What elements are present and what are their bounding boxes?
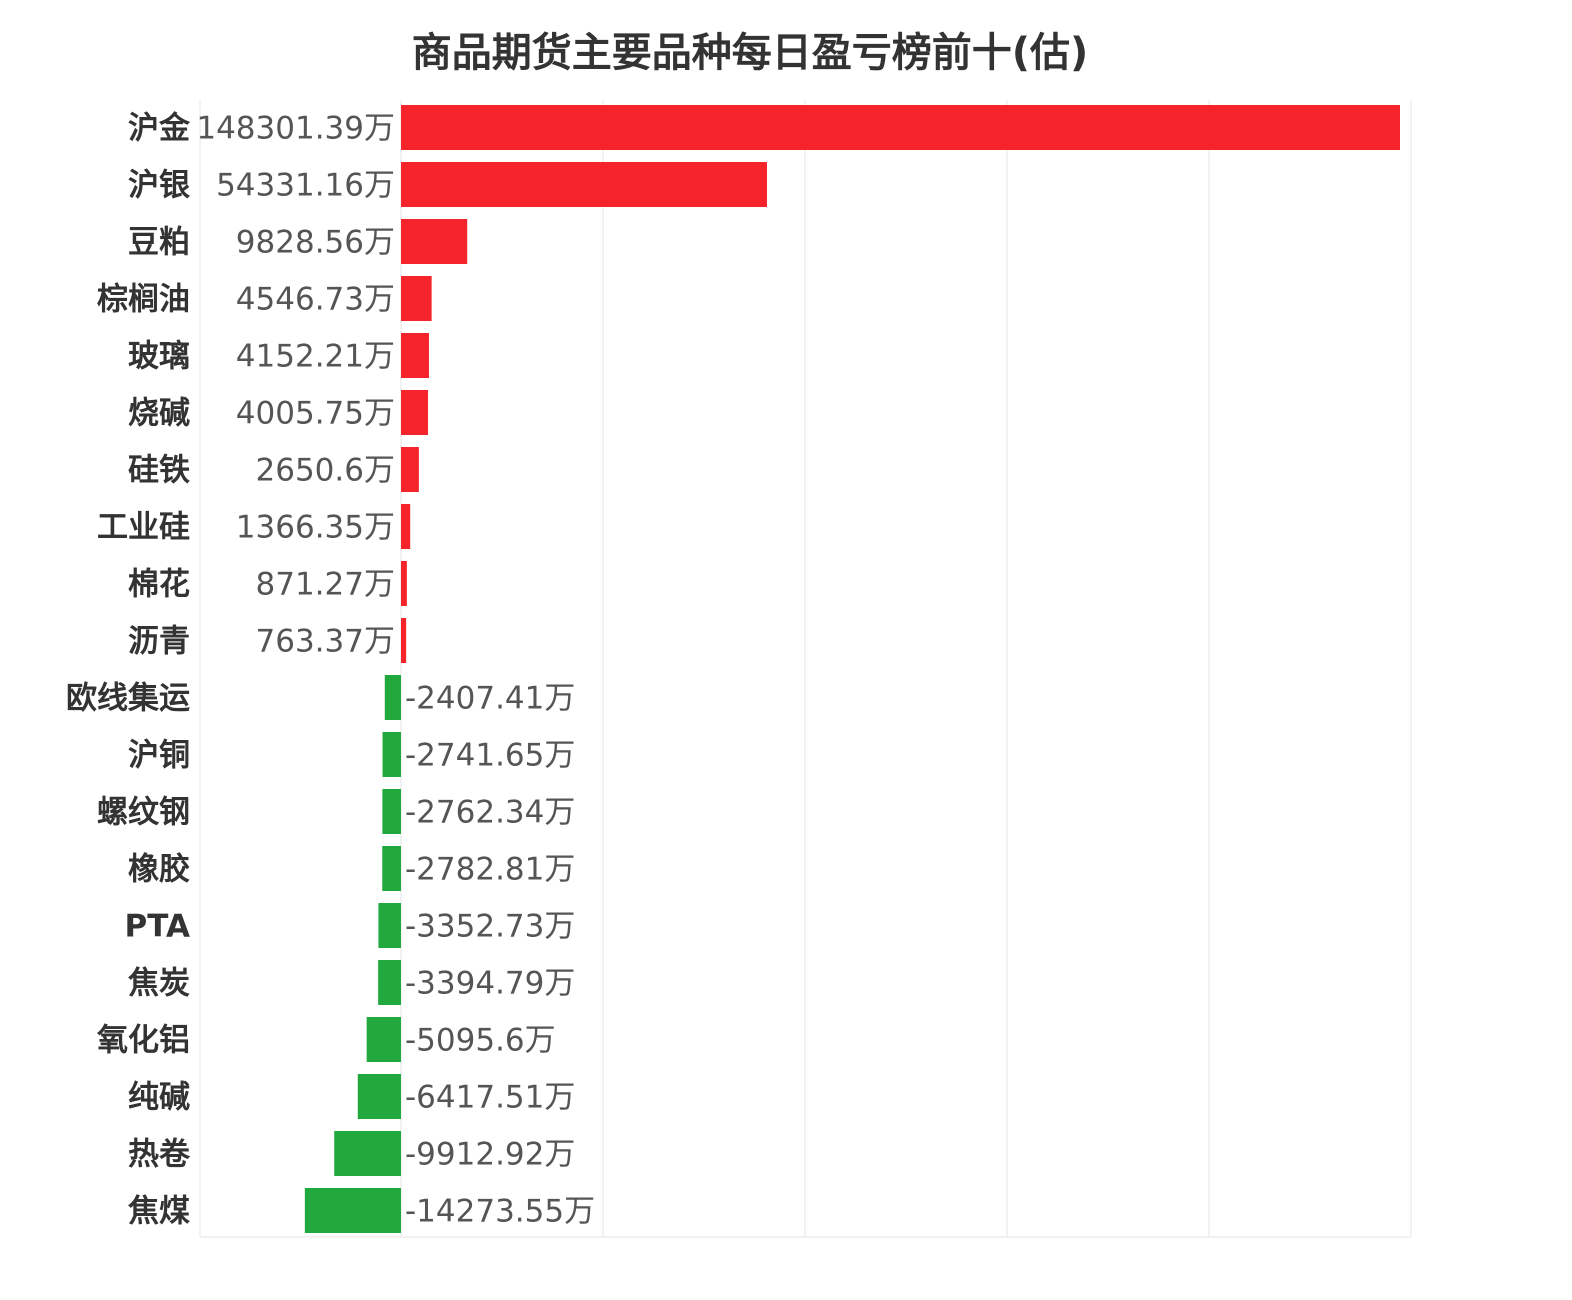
bar-15 bbox=[378, 960, 401, 1005]
category-label: 沪金 bbox=[128, 111, 191, 147]
bar-0 bbox=[401, 105, 1400, 150]
value-label: 1366.35万 bbox=[236, 510, 395, 546]
category-label: PTA bbox=[125, 909, 190, 945]
bar-13 bbox=[382, 846, 401, 891]
value-label: -9912.92万 bbox=[405, 1137, 575, 1173]
bar-14 bbox=[378, 903, 401, 948]
category-label: 螺纹钢 bbox=[97, 795, 190, 831]
category-label: 纯碱 bbox=[128, 1080, 190, 1116]
category-label: 焦煤 bbox=[128, 1194, 190, 1230]
value-label: -2407.41万 bbox=[405, 681, 575, 717]
bar-8 bbox=[401, 561, 407, 606]
value-label: -2741.65万 bbox=[405, 738, 575, 774]
category-label: 烧碱 bbox=[128, 396, 190, 432]
category-label: 橡胶 bbox=[128, 852, 190, 888]
category-label: 沥青 bbox=[128, 624, 190, 660]
bars bbox=[304, 105, 1400, 1233]
value-label: 148301.39万 bbox=[196, 111, 395, 147]
value-label: 4546.73万 bbox=[236, 282, 395, 318]
category-label: 热卷 bbox=[128, 1137, 191, 1173]
value-label: -3394.79万 bbox=[405, 966, 575, 1002]
bar-11 bbox=[382, 732, 401, 777]
category-label: 棕榈油 bbox=[97, 282, 190, 318]
value-label: -2782.81万 bbox=[405, 852, 575, 888]
bar-5 bbox=[401, 390, 428, 435]
bar-17 bbox=[357, 1074, 401, 1119]
value-label: 54331.16万 bbox=[216, 168, 395, 204]
value-label: -14273.55万 bbox=[405, 1194, 595, 1230]
bar-18 bbox=[334, 1131, 401, 1176]
bar-1 bbox=[401, 162, 767, 207]
value-label: -5095.6万 bbox=[405, 1023, 556, 1059]
category-label: 氧化铝 bbox=[97, 1023, 190, 1059]
value-label: -3352.73万 bbox=[405, 909, 575, 945]
bar-3 bbox=[401, 276, 432, 321]
value-label: 763.37万 bbox=[256, 624, 395, 660]
value-label: -2762.34万 bbox=[405, 795, 575, 831]
category-label: 沪铜 bbox=[128, 738, 190, 774]
bar-6 bbox=[401, 447, 419, 492]
grid-lines bbox=[199, 100, 1412, 1238]
value-label: -6417.51万 bbox=[405, 1080, 575, 1116]
category-label: 豆粕 bbox=[128, 225, 190, 261]
bar-16 bbox=[366, 1017, 401, 1062]
value-label: 4152.21万 bbox=[236, 339, 395, 375]
value-label: 4005.75万 bbox=[236, 396, 395, 432]
bar-9 bbox=[401, 618, 407, 663]
bar-19 bbox=[304, 1188, 401, 1233]
value-label: 871.27万 bbox=[256, 567, 395, 603]
category-label: 沪银 bbox=[128, 168, 190, 204]
bar-4 bbox=[401, 333, 429, 378]
chart-title: 商品期货主要品种每日盈亏榜前十(估) bbox=[411, 30, 1089, 76]
category-label: 焦炭 bbox=[128, 966, 190, 1002]
bar-2 bbox=[401, 219, 468, 264]
value-label: 2650.6万 bbox=[256, 453, 395, 489]
category-label: 工业硅 bbox=[97, 510, 190, 546]
value-label: 9828.56万 bbox=[236, 225, 395, 261]
bar-10 bbox=[384, 675, 401, 720]
bar-12 bbox=[382, 789, 401, 834]
category-label: 棉花 bbox=[128, 567, 190, 603]
category-label: 玻璃 bbox=[128, 339, 190, 375]
category-label: 硅铁 bbox=[128, 453, 190, 489]
bar-7 bbox=[401, 504, 411, 549]
category-label: 欧线集运 bbox=[66, 681, 190, 717]
